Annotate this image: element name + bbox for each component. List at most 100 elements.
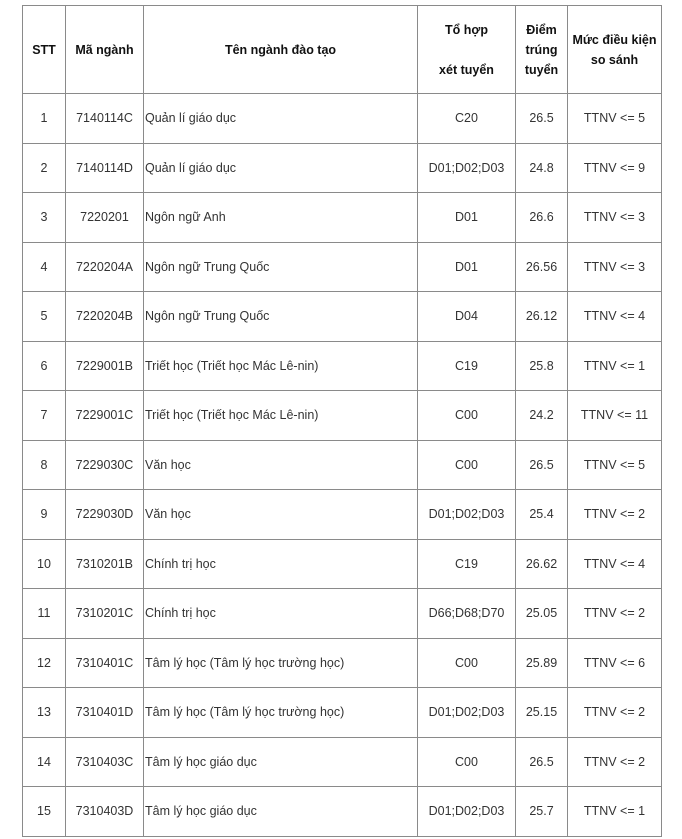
- cell-to-hop: D01: [417, 192, 516, 243]
- cell-to-hop: C19: [417, 340, 516, 391]
- cell-ma-nganh: 7229030D: [65, 489, 144, 540]
- cell-ma-nganh: 7140114D: [65, 142, 144, 193]
- cell-diem: 26.62: [515, 538, 568, 589]
- cell-ten-nganh: Ngôn ngữ Anh: [143, 192, 418, 243]
- table-row: 11 7310201C Chính trị học D66;D68;D70 25.05 T…: [22, 588, 662, 639]
- cell-ten-nganh: Triết học (Triết học Mác Lê-nin): [143, 390, 418, 441]
- cell-ten-nganh: Quản lí giáo dục: [143, 142, 418, 193]
- header-diem-line1: Điểm: [526, 22, 557, 37]
- cell-to-hop: D01;D02;D03: [417, 489, 516, 540]
- cell-stt: 3: [22, 192, 66, 243]
- cell-to-hop: D01;D02;D03: [417, 687, 516, 738]
- cell-ma-nganh: 7229030C: [65, 439, 144, 490]
- table-row: 4 7220204A Ngôn ngữ Trung Quốc D01 26.56 TTNV…: [22, 241, 662, 292]
- table-row: 1 7140114C Quản lí giáo dục C20 26.5 TTNV <= …: [22, 93, 662, 144]
- cell-ten-nganh: Tâm lý học (Tâm lý học trường học): [143, 687, 418, 738]
- cell-ma-nganh: 7140114C: [65, 93, 144, 144]
- table-row: 7 7229001C Triết học (Triết học Mác Lê-nin…: [22, 390, 662, 441]
- cell-ma-nganh: 7220204B: [65, 291, 144, 342]
- table-row: 9 7229030D Văn học D01;D02;D03 25.4 TTNV <= 2: [22, 489, 662, 540]
- cell-stt: 11: [22, 588, 66, 639]
- header-ten-nganh: Tên ngành đào tạo: [143, 5, 418, 94]
- table-row: 14 7310403C Tâm lý học giáo dục C00 26.5 TTNV…: [22, 736, 662, 787]
- cell-muc-dieu-kien: TTNV <= 1: [567, 340, 662, 391]
- cell-diem: 25.8: [515, 340, 568, 391]
- cell-ten-nganh: Chính trị học: [143, 538, 418, 589]
- cell-ma-nganh: 7310401D: [65, 687, 144, 738]
- cell-to-hop: D01;D02;D03: [417, 786, 516, 837]
- cell-stt: 7: [22, 390, 66, 441]
- cell-ten-nganh: Ngôn ngữ Trung Quốc: [143, 241, 418, 292]
- cell-muc-dieu-kien: TTNV <= 4: [567, 538, 662, 589]
- cell-to-hop: C00: [417, 390, 516, 441]
- cell-stt: 4: [22, 241, 66, 292]
- cell-ten-nganh: Ngôn ngữ Trung Quốc: [143, 291, 418, 342]
- cell-to-hop: D01: [417, 241, 516, 292]
- cell-to-hop: C19: [417, 538, 516, 589]
- cell-diem: 26.5: [515, 736, 568, 787]
- table-row: 10 7310201B Chính trị học C19 26.62 TTNV <= 4: [22, 538, 662, 589]
- cell-muc-dieu-kien: TTNV <= 4: [567, 291, 662, 342]
- cell-muc-dieu-kien: TTNV <= 2: [567, 588, 662, 639]
- header-row: STT Mã ngành Tên ngành đào tạo Tổ hợp xét…: [22, 5, 662, 94]
- cell-diem: 24.2: [515, 390, 568, 441]
- cell-diem: 25.15: [515, 687, 568, 738]
- cell-ma-nganh: 7220204A: [65, 241, 144, 292]
- cell-ten-nganh: Tâm lý học (Tâm lý học trường học): [143, 637, 418, 688]
- cell-stt: 15: [22, 786, 66, 837]
- header-diem-line2: trúng: [525, 42, 558, 57]
- cell-ma-nganh: 7310403C: [65, 736, 144, 787]
- cell-stt: 12: [22, 637, 66, 688]
- cell-ten-nganh: Tâm lý học giáo dục: [143, 786, 418, 837]
- cell-to-hop: C20: [417, 93, 516, 144]
- cell-stt: 6: [22, 340, 66, 391]
- header-muc-line2: so sánh: [590, 52, 639, 67]
- cell-to-hop: C00: [417, 439, 516, 490]
- cell-ma-nganh: 7229001C: [65, 390, 144, 441]
- cell-stt: 5: [22, 291, 66, 342]
- cell-ma-nganh: 7310201C: [65, 588, 144, 639]
- cell-to-hop: C00: [417, 637, 516, 688]
- cell-stt: 8: [22, 439, 66, 490]
- cell-stt: 10: [22, 538, 66, 589]
- header-diem-line3: tuyển: [524, 62, 559, 77]
- header-muc-dieu-kien: Mức điều kiện so sánh: [567, 5, 662, 94]
- cell-ma-nganh: 7310201B: [65, 538, 144, 589]
- cell-muc-dieu-kien: TTNV <= 5: [567, 93, 662, 144]
- header-to-hop-line1: Tổ hợp: [445, 22, 488, 37]
- cell-muc-dieu-kien: TTNV <= 2: [567, 687, 662, 738]
- header-ma-nganh: Mã ngành: [65, 5, 144, 94]
- table-row: 2 7140114D Quản lí giáo dục D01;D02;D03 24.8…: [22, 142, 662, 193]
- cell-ten-nganh: Chính trị học: [143, 588, 418, 639]
- cell-muc-dieu-kien: TTNV <= 1: [567, 786, 662, 837]
- cell-ten-nganh: Triết học (Triết học Mác Lê-nin): [143, 340, 418, 391]
- admission-scores-table: STT Mã ngành Tên ngành đào tạo Tổ hợp xét…: [22, 5, 662, 837]
- cell-ten-nganh: Quản lí giáo dục: [143, 93, 418, 144]
- header-to-hop: Tổ hợp xét tuyển: [417, 5, 516, 94]
- header-muc-line1: Mức điều kiện: [572, 32, 657, 47]
- cell-muc-dieu-kien: TTNV <= 3: [567, 241, 662, 292]
- cell-diem: 25.05: [515, 588, 568, 639]
- header-diem: Điểm trúng tuyển: [515, 5, 568, 94]
- cell-to-hop: D04: [417, 291, 516, 342]
- cell-ma-nganh: 7310401C: [65, 637, 144, 688]
- cell-stt: 13: [22, 687, 66, 738]
- cell-to-hop: C00: [417, 736, 516, 787]
- table-row: 3 7220201 Ngôn ngữ Anh D01 26.6 TTNV <= 3: [22, 192, 662, 243]
- cell-ten-nganh: Tâm lý học giáo dục: [143, 736, 418, 787]
- cell-muc-dieu-kien: TTNV <= 2: [567, 489, 662, 540]
- cell-diem: 25.7: [515, 786, 568, 837]
- cell-diem: 25.4: [515, 489, 568, 540]
- table-row: 12 7310401C Tâm lý học (Tâm lý học trường …: [22, 637, 662, 688]
- cell-muc-dieu-kien: TTNV <= 3: [567, 192, 662, 243]
- table-row: 6 7229001B Triết học (Triết học Mác Lê-nin…: [22, 340, 662, 391]
- cell-to-hop: D01;D02;D03: [417, 142, 516, 193]
- cell-muc-dieu-kien: TTNV <= 2: [567, 736, 662, 787]
- cell-muc-dieu-kien: TTNV <= 5: [567, 439, 662, 490]
- cell-ma-nganh: 7229001B: [65, 340, 144, 391]
- cell-stt: 2: [22, 142, 66, 193]
- cell-muc-dieu-kien: TTNV <= 11: [567, 390, 662, 441]
- cell-muc-dieu-kien: TTNV <= 9: [567, 142, 662, 193]
- cell-stt: 9: [22, 489, 66, 540]
- cell-diem: 26.6: [515, 192, 568, 243]
